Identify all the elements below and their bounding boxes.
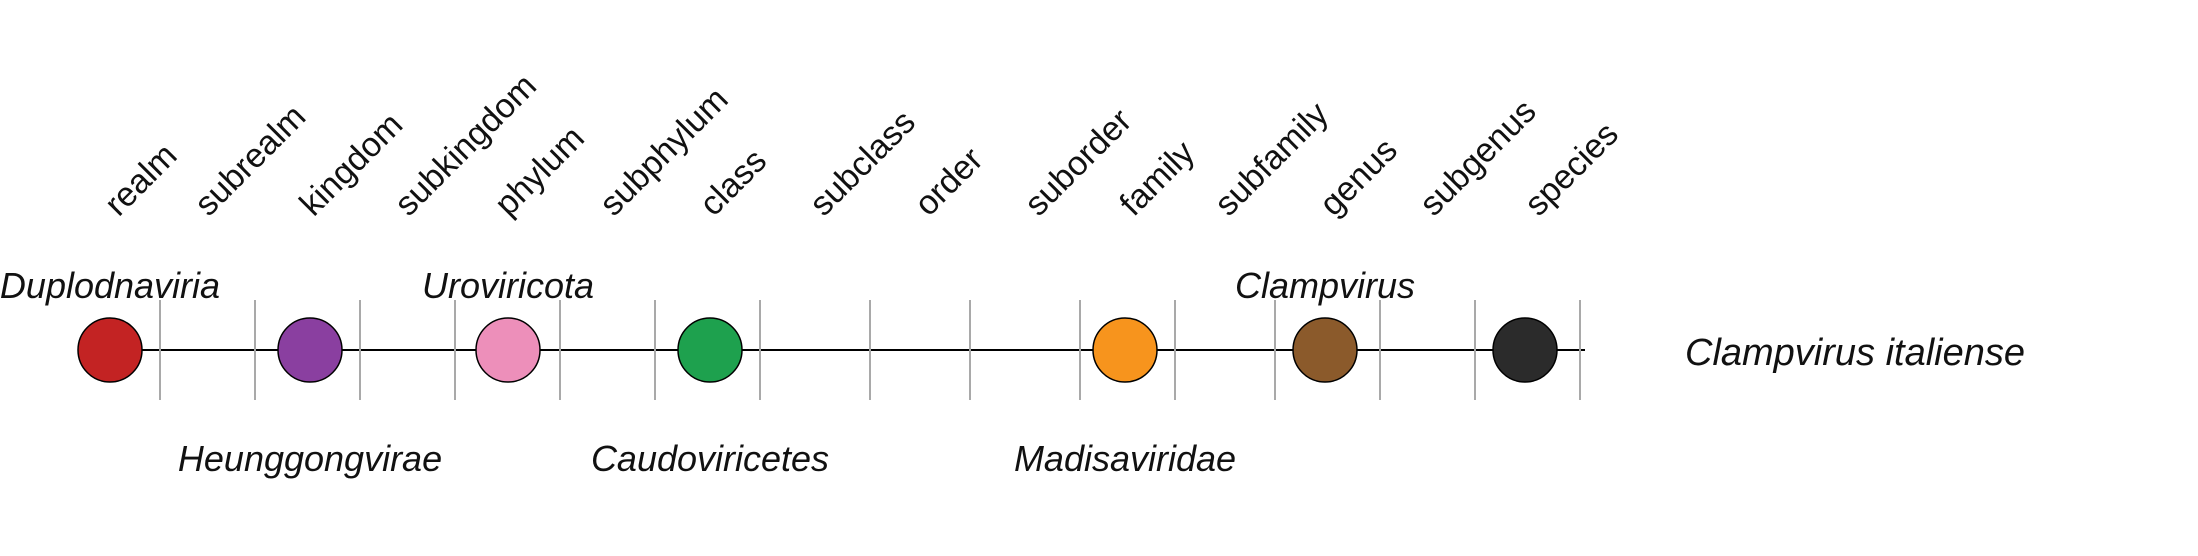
node-realm [78, 318, 142, 382]
taxon-realm: Duplodnaviria [0, 265, 220, 307]
species-full-name: Clampvirus italiense [1685, 332, 2025, 375]
node-kingdom [278, 318, 342, 382]
node-family [1093, 318, 1157, 382]
node-genus [1293, 318, 1357, 382]
node-phylum [476, 318, 540, 382]
taxon-kingdom: Heunggongvirae [178, 438, 442, 480]
node-species [1493, 318, 1557, 382]
taxon-genus: Clampvirus [1235, 265, 1415, 307]
taxonomy-diagram: Clampvirus italiense realmsubrealmkingdo… [0, 0, 2198, 556]
taxon-phylum: Uroviricota [422, 265, 594, 307]
taxon-family: Madisaviridae [1014, 438, 1236, 480]
node-class [678, 318, 742, 382]
taxon-class: Caudoviricetes [591, 438, 829, 480]
